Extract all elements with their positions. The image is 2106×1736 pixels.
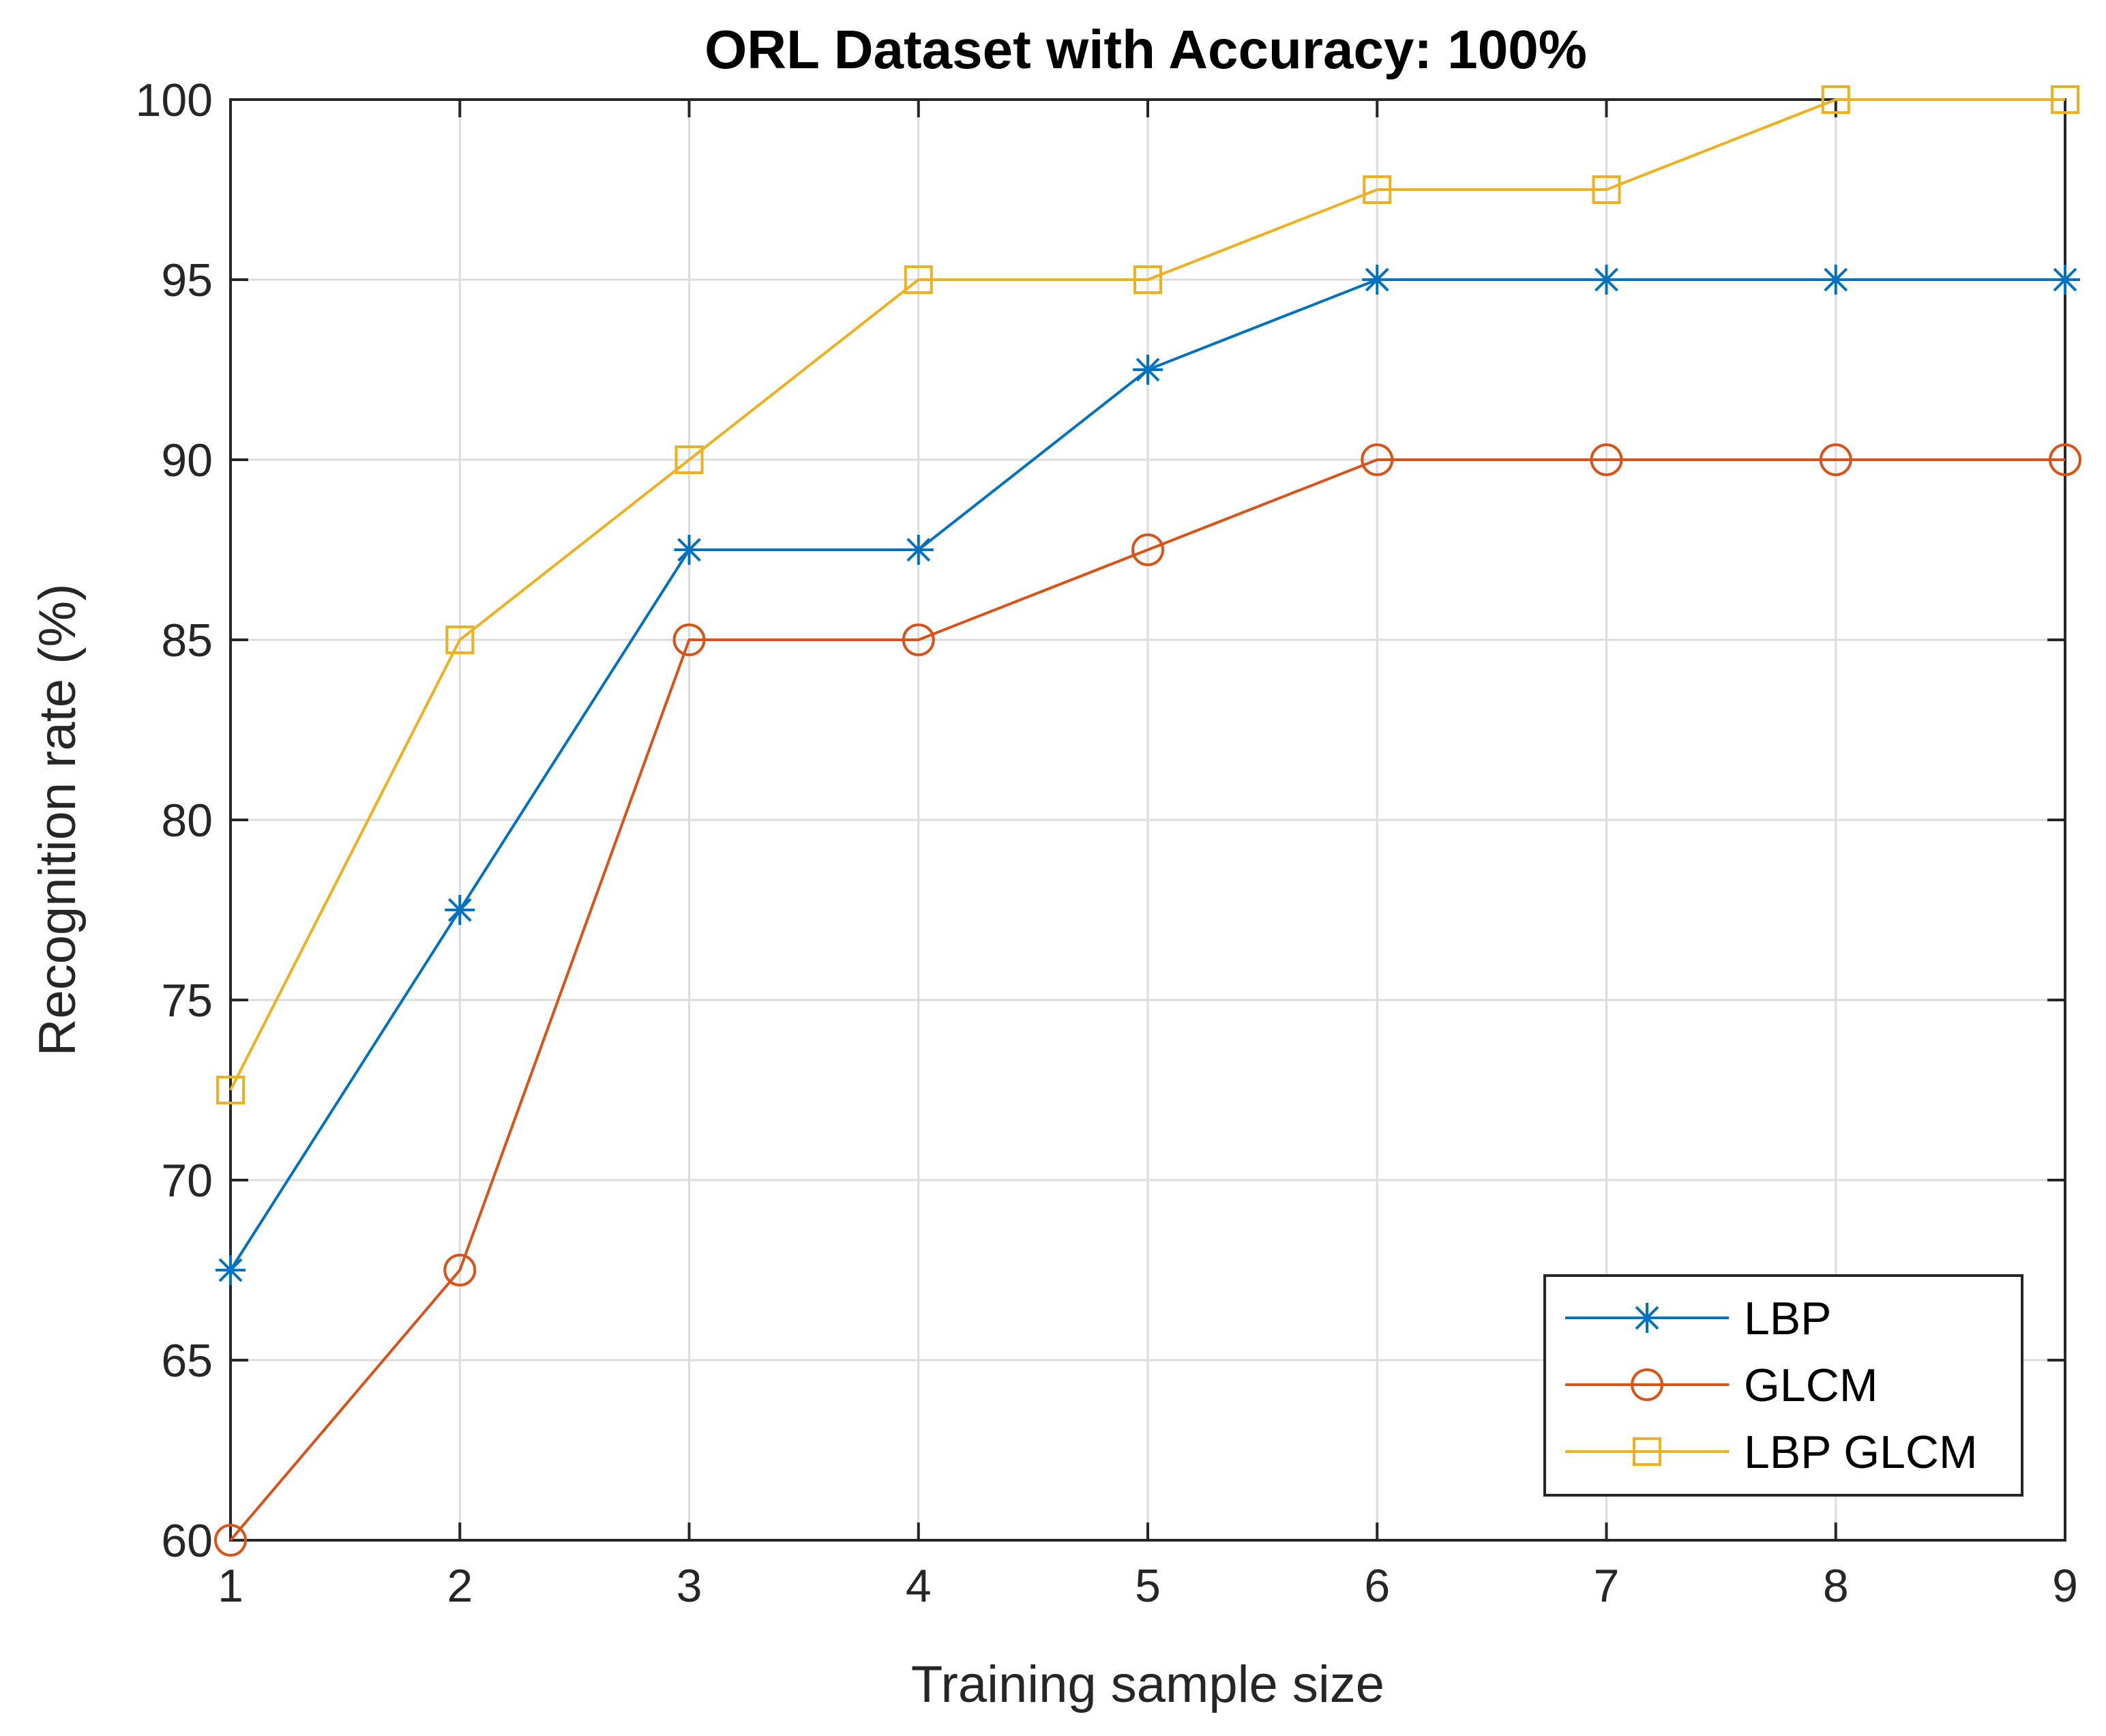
legend-label: LBP GLCM [1744,1426,1978,1478]
legend-marker-lbp [1632,1303,1662,1333]
series-line-lbp-glcm [229,98,2065,1091]
legend-item-glcm: GLCM [1565,1359,1878,1411]
chart-title: ORL Dataset with Accuracy: 100% [705,19,1587,80]
data-point-glcm [214,1524,247,1557]
axis-ticks: 1 2 3 4 5 6 7 8 9 60 65 70 75 80 85 90 95 100 [136,74,2078,1612]
x-tick-label: 6 [1364,1560,1390,1612]
series-glcm [214,443,2081,1557]
data-point-glcm [902,623,935,656]
legend-marker-glcm [1631,1368,1663,1401]
legend-label: GLCM [1744,1359,1878,1411]
data-point-lbp-glcm [2051,85,2079,114]
data-point-glcm [1590,443,1623,476]
y-tick-label: 100 [136,74,213,126]
y-tick-label: 90 [161,435,213,486]
y-tick-label: 70 [161,1155,213,1207]
x-tick-label: 7 [1594,1560,1620,1612]
series-layer [214,85,2081,1557]
x-tick-label: 8 [1823,1560,1849,1612]
data-point-glcm [1361,443,1394,476]
data-point-lbp [903,535,934,565]
data-point-lbp [216,1255,246,1285]
x-tick-label: 9 [2052,1560,2078,1612]
legend-item-lbp-glcm: LBP GLCM [1565,1426,1978,1478]
data-point-lbp-glcm [1133,265,1162,294]
data-point-lbp [1820,265,1851,295]
legend: LBP GLCM LBP GLCM [1543,1274,2023,1497]
y-tick-label: 80 [161,795,213,847]
data-point-lbp-glcm [216,1076,245,1104]
data-point-lbp [1591,265,1622,295]
y-tick-label: 95 [161,254,213,306]
data-point-lbp-glcm [1592,175,1621,204]
data-point-lbp [445,895,475,925]
data-point-lbp [1362,265,1393,295]
legend-item-lbp: LBP [1565,1293,1832,1344]
y-tick-label: 65 [161,1335,213,1387]
data-point-lbp [674,535,705,565]
series-lbp-glcm [216,85,2079,1104]
x-tick-label: 4 [906,1560,932,1612]
data-point-lbp-glcm [445,626,475,654]
series-lbp [216,265,2080,1285]
legend-label: LBP [1744,1293,1832,1344]
data-point-glcm [1819,443,1852,476]
data-point-lbp [2050,265,2080,295]
data-point-lbp-glcm [1821,85,1850,114]
x-tick-label: 3 [677,1560,702,1612]
y-axis-label: Recognition rate (%) [29,584,87,1057]
y-tick-label: 75 [161,975,213,1027]
data-point-lbp-glcm [904,265,933,294]
x-axis-label: Training sample size [911,1656,1384,1713]
data-point-glcm [672,623,706,656]
data-point-glcm [443,1254,477,1286]
x-tick-label: 1 [218,1560,243,1612]
data-point-glcm [1131,533,1164,566]
legend-marker-lbp-glcm [1633,1437,1661,1466]
x-tick-label: 2 [447,1560,473,1612]
y-tick-label: 60 [161,1515,213,1567]
data-point-lbp [1133,355,1163,385]
series-line-glcm [229,458,2065,1542]
data-point-lbp-glcm [1363,175,1392,204]
data-point-glcm [2049,443,2081,476]
x-tick-label: 5 [1135,1560,1161,1612]
y-tick-label: 85 [161,615,213,666]
data-point-lbp-glcm [674,445,704,474]
